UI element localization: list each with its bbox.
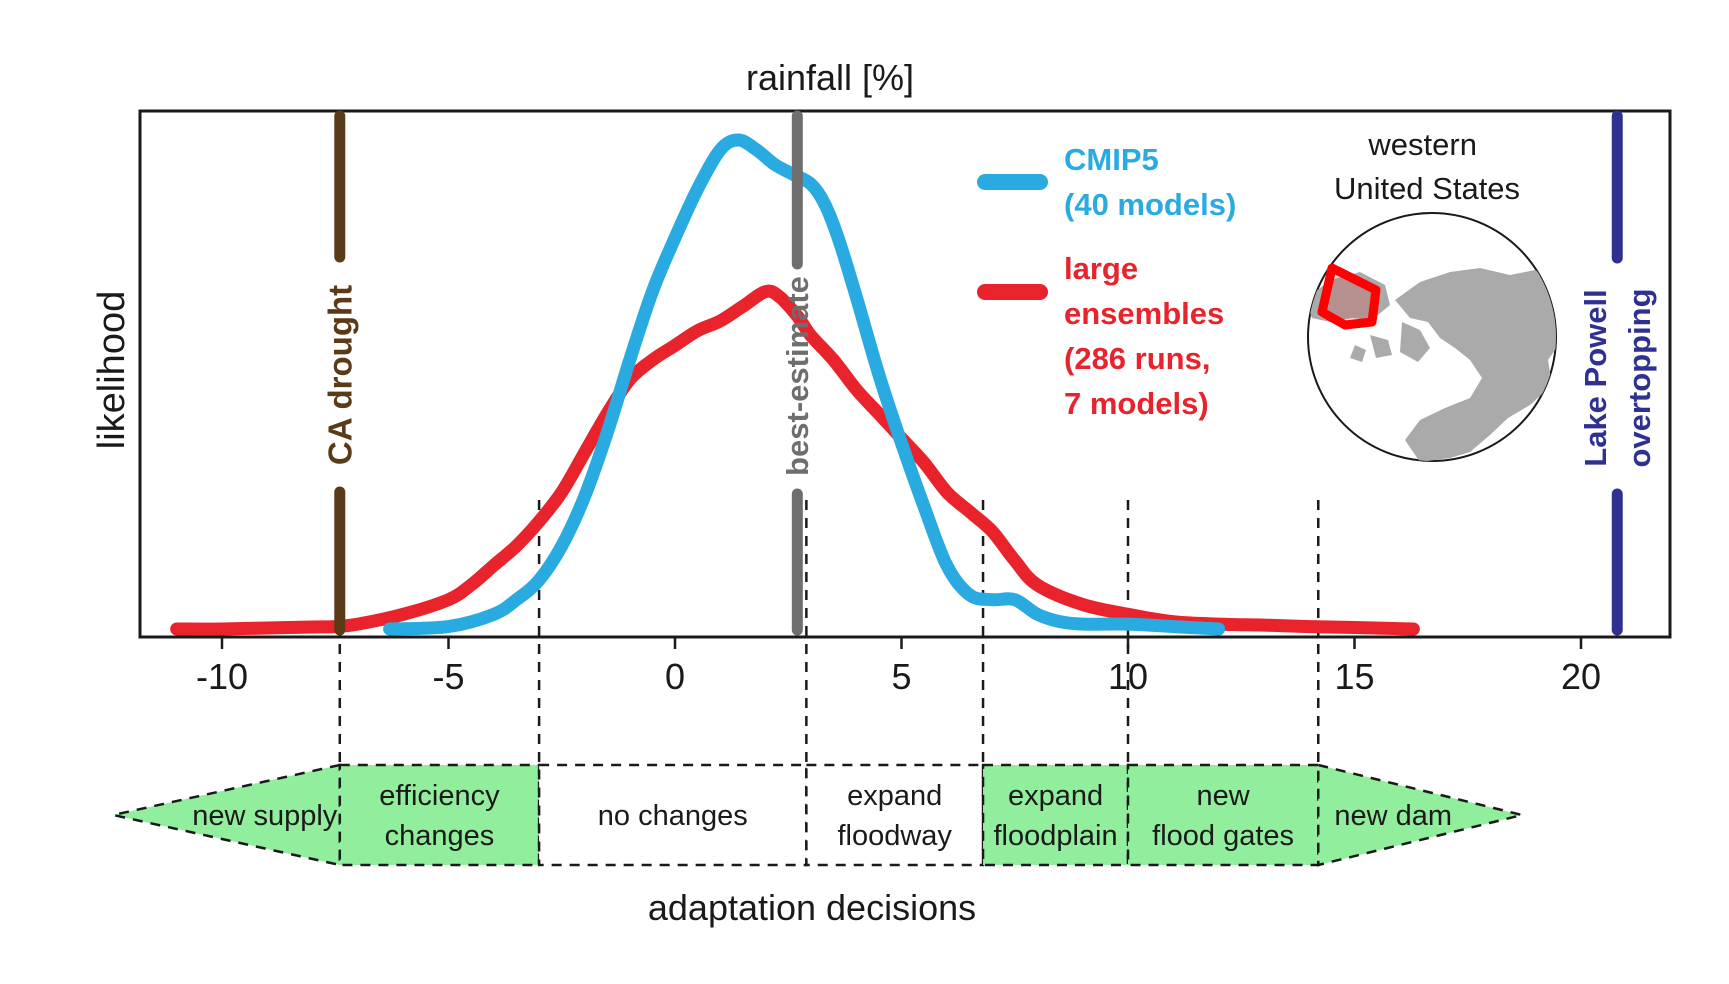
decision-label-line: no changes xyxy=(598,800,748,832)
series-line-large-ensembles xyxy=(170,284,1420,636)
x-tick-label: 0 xyxy=(665,656,685,697)
legend-large-line-3: (286 runs, xyxy=(1064,341,1210,376)
landmass-eurasia xyxy=(1395,268,1556,461)
inset-map: western United States xyxy=(1307,127,1557,462)
decision-label-line: expand xyxy=(1008,780,1103,812)
legend: CMIP5 (40 models) large ensembles (286 r… xyxy=(977,142,1236,421)
lake-powell-label-line: Lake Powell xyxy=(1578,289,1613,466)
ca-drought-label: CA drought xyxy=(321,285,358,465)
decision-label-line: efficiency xyxy=(379,780,500,812)
decision-label-line: floodway xyxy=(837,820,952,852)
decision-label-line: new xyxy=(1197,780,1251,812)
y-axis-label: likelihood xyxy=(91,291,133,449)
lake-powell-label-line: overtopping xyxy=(1622,288,1657,467)
landmass-greenland xyxy=(1400,322,1430,362)
x-tick-label: -10 xyxy=(196,656,248,697)
x-tick-label: 20 xyxy=(1561,656,1601,697)
best-estimate-label-line: best-estimate xyxy=(780,276,815,476)
legend-large-line-2: ensembles xyxy=(1064,296,1224,331)
legend-label-large-ensembles: large ensembles (286 runs, 7 models) xyxy=(1064,251,1233,421)
decision-label: no changes xyxy=(598,800,748,832)
decision-box xyxy=(338,763,541,867)
decision-label: new dam xyxy=(1334,800,1452,832)
decision-label-line: new dam xyxy=(1334,800,1452,832)
x-tick-label: 5 xyxy=(891,656,911,697)
decision-label-line: changes xyxy=(385,820,495,852)
decision-label: new flood gates xyxy=(1152,780,1294,852)
decision-label: expand floodplain xyxy=(993,780,1117,852)
decision-box xyxy=(981,763,1130,867)
ca-drought-label-line: CA drought xyxy=(321,285,358,465)
adaptation-decisions: new supply efficiency changes no changes exp… xyxy=(113,763,1523,867)
x-axis-label: adaptation decisions xyxy=(648,887,976,928)
x-tick-label: 15 xyxy=(1334,656,1374,697)
landmass-islands xyxy=(1350,335,1392,362)
lake-powell-label: Lake Powell overtopping xyxy=(1578,288,1657,467)
marker-layer: CA drought best-estimate Lake Powell overto… xyxy=(321,110,1657,636)
legend-large-line-1: large xyxy=(1064,251,1138,286)
chart-title: rainfall [%] xyxy=(746,57,914,98)
plot-frame xyxy=(138,109,1672,639)
inset-title-line-1: western xyxy=(1367,127,1477,162)
inset-title-line-2: United States xyxy=(1334,171,1520,206)
decision-label-line: expand xyxy=(847,780,942,812)
decision-label-line: floodplain xyxy=(993,820,1117,852)
inset-title: western United States xyxy=(1334,127,1520,206)
series-line-cmip5 xyxy=(383,133,1226,636)
x-axis-ticks: -10 -5 0 5 10 15 20 xyxy=(196,637,1601,697)
legend-large-line-4: 7 models) xyxy=(1064,386,1209,421)
western-us-region-outline xyxy=(1317,263,1381,330)
best-estimate-label: best-estimate xyxy=(780,276,815,476)
decision-label: expand floodway xyxy=(837,780,952,852)
series-layer xyxy=(170,133,1420,636)
decision-label: new supply xyxy=(192,800,338,832)
legend-cmip5-line-2: (40 models) xyxy=(1064,187,1236,222)
decision-box xyxy=(1317,763,1523,867)
legend-label-cmip5: CMIP5 (40 models) xyxy=(1064,142,1236,222)
decision-label-line: new supply xyxy=(192,800,338,832)
decision-label-line: flood gates xyxy=(1152,820,1294,852)
x-tick-label: -5 xyxy=(432,656,464,697)
legend-cmip5-line-1: CMIP5 xyxy=(1064,142,1159,177)
decision-label: efficiency changes xyxy=(379,780,500,852)
